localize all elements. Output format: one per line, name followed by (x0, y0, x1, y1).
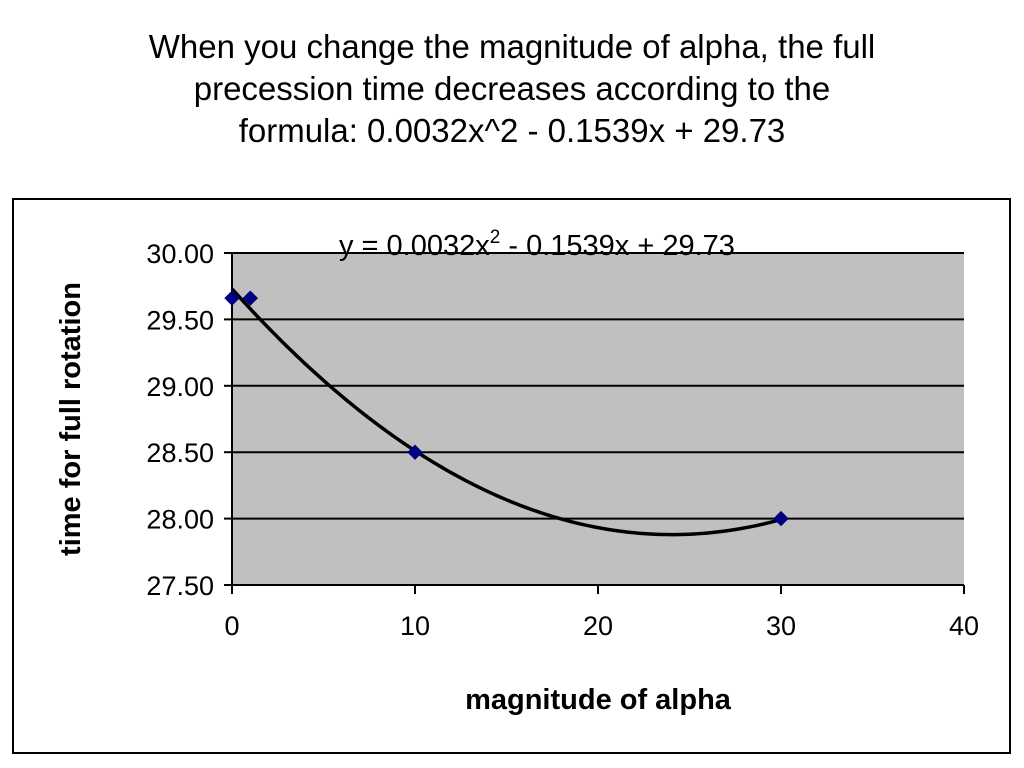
x-axis-title: magnitude of alpha (465, 684, 732, 716)
y-tick-label: 28.00 (146, 505, 214, 535)
y-tick-label: 28.50 (146, 438, 214, 468)
slide-title: When you change the magnitude of alpha, … (40, 26, 984, 152)
y-tick-label: 29.00 (146, 372, 214, 402)
y-tick-label: 30.00 (146, 239, 214, 269)
x-tick-label: 0 (224, 611, 239, 641)
title-line-2: precession time decreases according to t… (193, 70, 831, 107)
trendline-equation-suffix: - 0.1539x + 29.73 (500, 230, 735, 262)
trendline (230, 287, 782, 537)
data-points (224, 290, 789, 527)
plot-area (232, 253, 964, 585)
title-line-1: When you change the magnitude of alpha, … (148, 28, 876, 65)
x-tick-label: 30 (766, 611, 796, 641)
y-axis-ticks: 27.50 28.00 28.50 29.00 29.50 30.00 (146, 239, 232, 601)
x-tick-label: 40 (949, 611, 979, 641)
title-line-3: formula: 0.0032x^2 - 0.1539x + 29.73 (238, 112, 786, 149)
trendline-equation-exponent: 2 (490, 227, 501, 248)
chart-frame: 27.50 28.00 28.50 29.00 29.50 30.00 0 10 20 30 40… (12, 198, 1011, 754)
trendline-equation: y = 0.0032x2 - 0.1539x + 29.73 (339, 227, 735, 262)
data-point (242, 290, 259, 306)
y-tick-label: 29.50 (146, 305, 214, 335)
y-axis-title: time for full rotation (55, 282, 87, 556)
data-point (407, 444, 423, 460)
x-tick-label: 10 (400, 611, 430, 641)
y-tick-label: 27.50 (146, 571, 214, 601)
trendline-equation-prefix: y = 0.0032x (339, 230, 490, 262)
x-axis-ticks: 0 10 20 30 40 (224, 585, 979, 641)
scatter-chart: 27.50 28.00 28.50 29.00 29.50 30.00 0 10 20 30 40… (55, 227, 979, 716)
gridlines (232, 252, 964, 520)
data-point (224, 290, 240, 306)
x-tick-label: 20 (583, 611, 613, 641)
data-point (773, 510, 789, 527)
